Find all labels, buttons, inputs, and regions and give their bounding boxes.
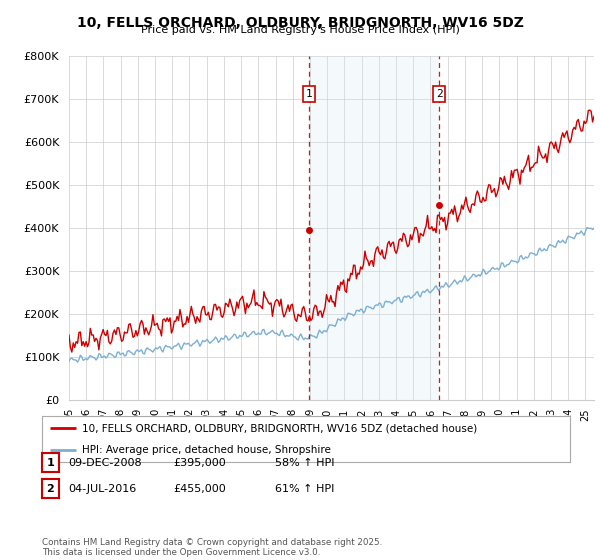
Text: 10, FELLS ORCHARD, OLDBURY, BRIDGNORTH, WV16 5DZ (detached house): 10, FELLS ORCHARD, OLDBURY, BRIDGNORTH, …: [82, 423, 477, 433]
Text: 1: 1: [47, 458, 54, 468]
Text: 2: 2: [47, 484, 54, 494]
Text: 04-JUL-2016: 04-JUL-2016: [68, 484, 136, 494]
Text: 1: 1: [305, 89, 313, 99]
Text: 2: 2: [436, 89, 442, 99]
Text: 61% ↑ HPI: 61% ↑ HPI: [275, 484, 334, 494]
Text: £455,000: £455,000: [173, 484, 226, 494]
Text: HPI: Average price, detached house, Shropshire: HPI: Average price, detached house, Shro…: [82, 445, 331, 455]
Text: Contains HM Land Registry data © Crown copyright and database right 2025.
This d: Contains HM Land Registry data © Crown c…: [42, 538, 382, 557]
Text: 10, FELLS ORCHARD, OLDBURY, BRIDGNORTH, WV16 5DZ: 10, FELLS ORCHARD, OLDBURY, BRIDGNORTH, …: [77, 16, 523, 30]
Text: £395,000: £395,000: [173, 458, 226, 468]
Text: 58% ↑ HPI: 58% ↑ HPI: [275, 458, 334, 468]
Text: Price paid vs. HM Land Registry's House Price Index (HPI): Price paid vs. HM Land Registry's House …: [140, 25, 460, 35]
Text: 09-DEC-2008: 09-DEC-2008: [68, 458, 142, 468]
